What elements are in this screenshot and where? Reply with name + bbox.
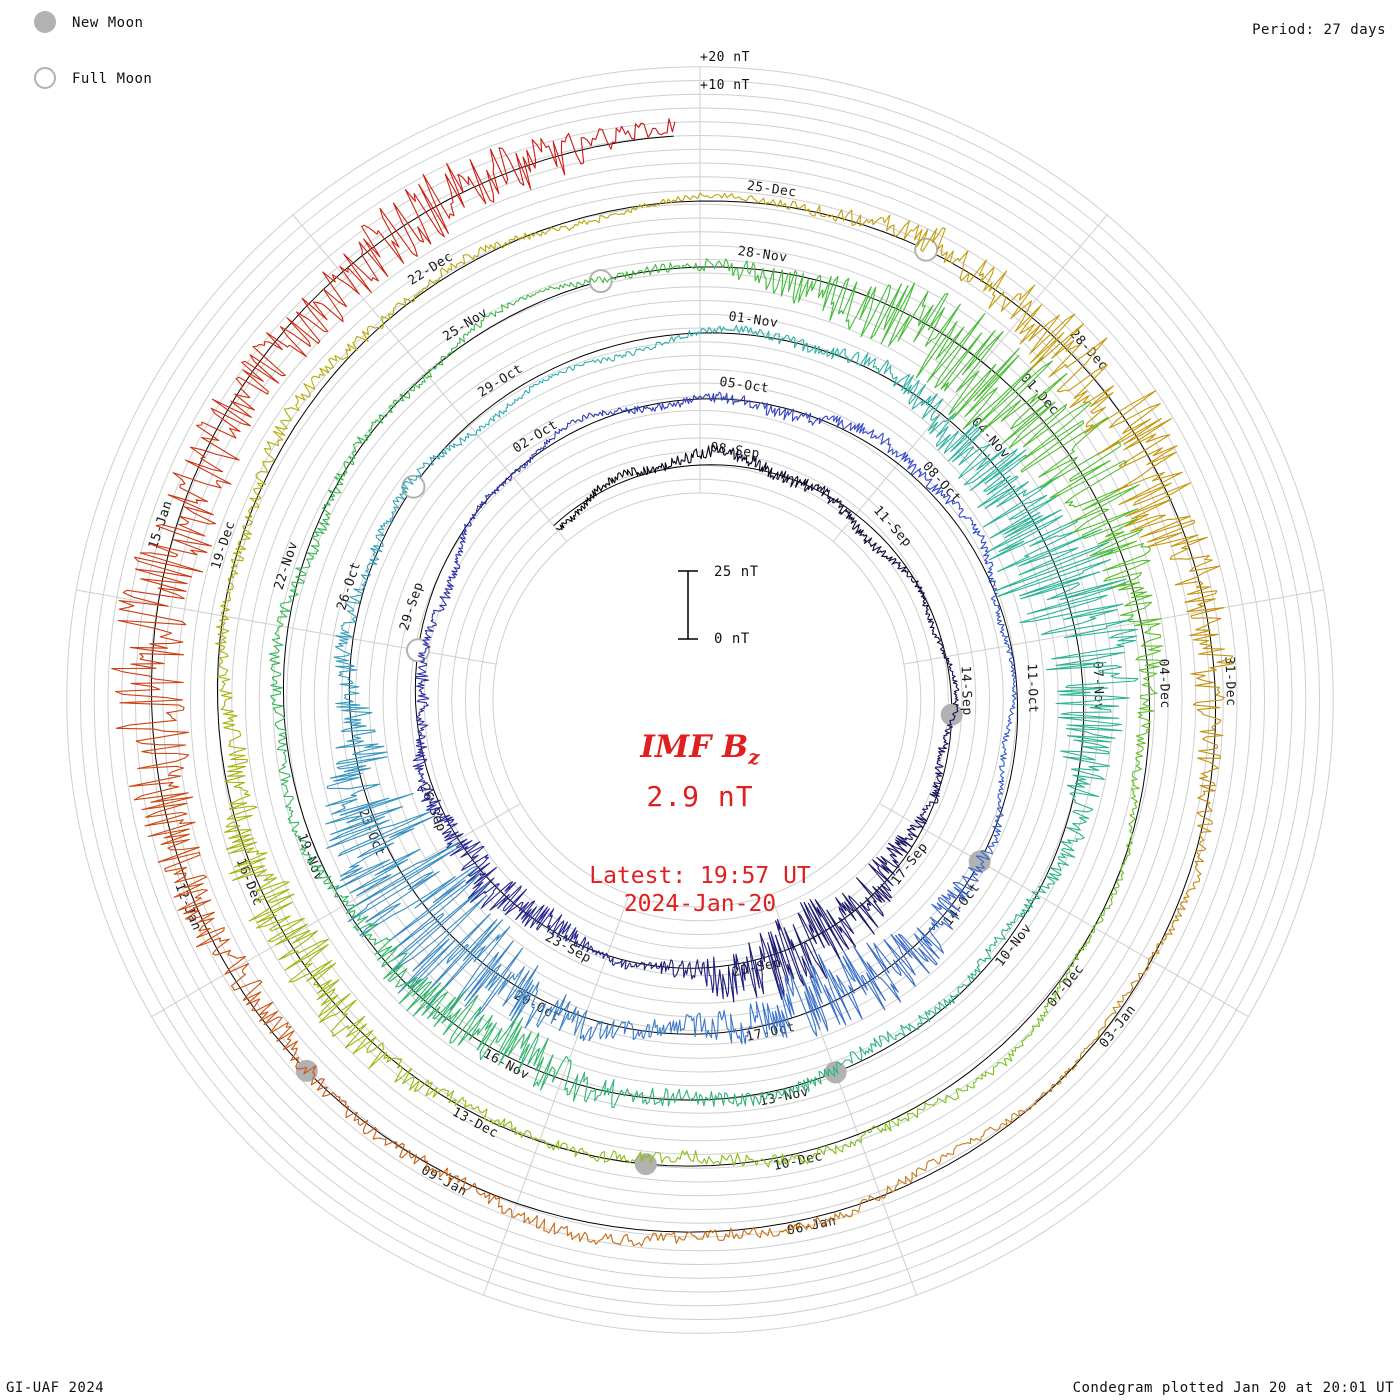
scale-0nt-label: 0 nT: [714, 631, 750, 647]
date-label: 08-Oct: [919, 459, 964, 506]
new-moon-icon: [34, 11, 56, 33]
date-label: 01-Nov: [728, 309, 780, 331]
new-moon-marker: [824, 1061, 847, 1084]
date-label: 03-Jan: [1097, 1002, 1140, 1051]
imf-bz-title-sub: z: [748, 745, 760, 770]
new-moon-marker: [634, 1153, 657, 1176]
period-label: Period: 27 days: [1252, 22, 1386, 38]
date-label: 08-Sep: [709, 440, 761, 462]
date-label: 04-Dec: [1156, 659, 1173, 709]
imf-bz-title: IMF Bz: [640, 729, 759, 769]
date-label: 31-Dec: [1221, 656, 1238, 706]
imf-bz-title-main: IMF B: [640, 729, 749, 765]
new-moon-label: New Moon: [72, 15, 144, 31]
plus-20nt-label: +20 nT: [700, 50, 750, 65]
date-label: 25-Nov: [440, 305, 490, 344]
plus-10nt-label: +10 nT: [700, 78, 750, 93]
footer-plotted-label: Condegram plotted Jan 20 at 20:01 UT: [1072, 1380, 1394, 1396]
radial-gridlines: [75, 66, 1325, 1296]
moon-markers: [295, 237, 991, 1176]
new-moon-marker: [295, 1059, 318, 1082]
footer-credit: GI-UAF 2024: [6, 1380, 105, 1396]
full-moon-icon: [34, 67, 56, 89]
date-label: 11-Oct: [1024, 663, 1041, 713]
date-label: 10-Nov: [993, 921, 1036, 970]
new-moon-marker: [968, 850, 991, 873]
date-label: 05-Oct: [718, 375, 770, 397]
date-label: 28-Nov: [737, 244, 789, 266]
date-label: 25-Dec: [746, 179, 798, 201]
scale-25nt-label: 25 nT: [714, 564, 759, 580]
bz-current-value: 2.9 nT: [646, 780, 754, 813]
date-label: 07-Nov: [1090, 661, 1107, 711]
latest-date-label: 2024-Jan-20: [623, 891, 777, 917]
date-label: 10-Dec: [772, 1149, 824, 1174]
scale-bar: [678, 570, 698, 640]
bz-trace: [111, 118, 1234, 1247]
date-label: 14-Sep: [958, 665, 975, 715]
latest-time-label: Latest: 19:57 UT: [589, 863, 811, 889]
full-moon-label: Full Moon: [72, 71, 153, 87]
